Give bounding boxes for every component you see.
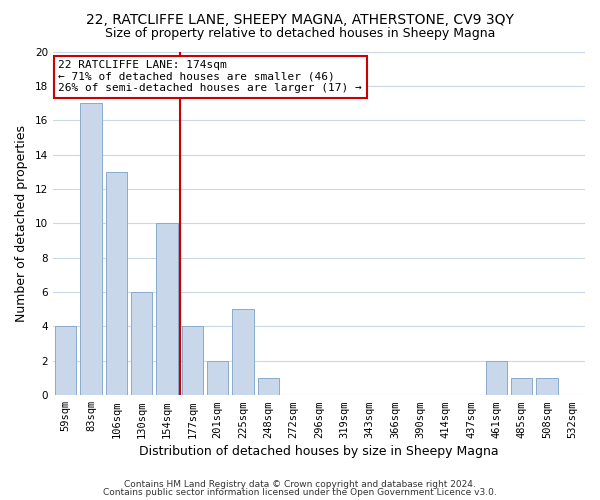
Text: Size of property relative to detached houses in Sheepy Magna: Size of property relative to detached ho… — [105, 28, 495, 40]
Bar — [207, 361, 229, 395]
Bar — [80, 103, 102, 395]
Bar — [55, 326, 76, 395]
Bar — [257, 378, 279, 395]
Bar — [131, 292, 152, 395]
Bar — [182, 326, 203, 395]
Text: Contains public sector information licensed under the Open Government Licence v3: Contains public sector information licen… — [103, 488, 497, 497]
Bar — [106, 172, 127, 395]
Bar — [485, 361, 507, 395]
X-axis label: Distribution of detached houses by size in Sheepy Magna: Distribution of detached houses by size … — [139, 444, 499, 458]
Text: 22, RATCLIFFE LANE, SHEEPY MAGNA, ATHERSTONE, CV9 3QY: 22, RATCLIFFE LANE, SHEEPY MAGNA, ATHERS… — [86, 12, 514, 26]
Bar — [511, 378, 532, 395]
Bar — [536, 378, 558, 395]
Bar — [156, 224, 178, 395]
Text: 22 RATCLIFFE LANE: 174sqm
← 71% of detached houses are smaller (46)
26% of semi-: 22 RATCLIFFE LANE: 174sqm ← 71% of detac… — [58, 60, 362, 94]
Y-axis label: Number of detached properties: Number of detached properties — [15, 125, 28, 322]
Bar — [232, 310, 254, 395]
Text: Contains HM Land Registry data © Crown copyright and database right 2024.: Contains HM Land Registry data © Crown c… — [124, 480, 476, 489]
